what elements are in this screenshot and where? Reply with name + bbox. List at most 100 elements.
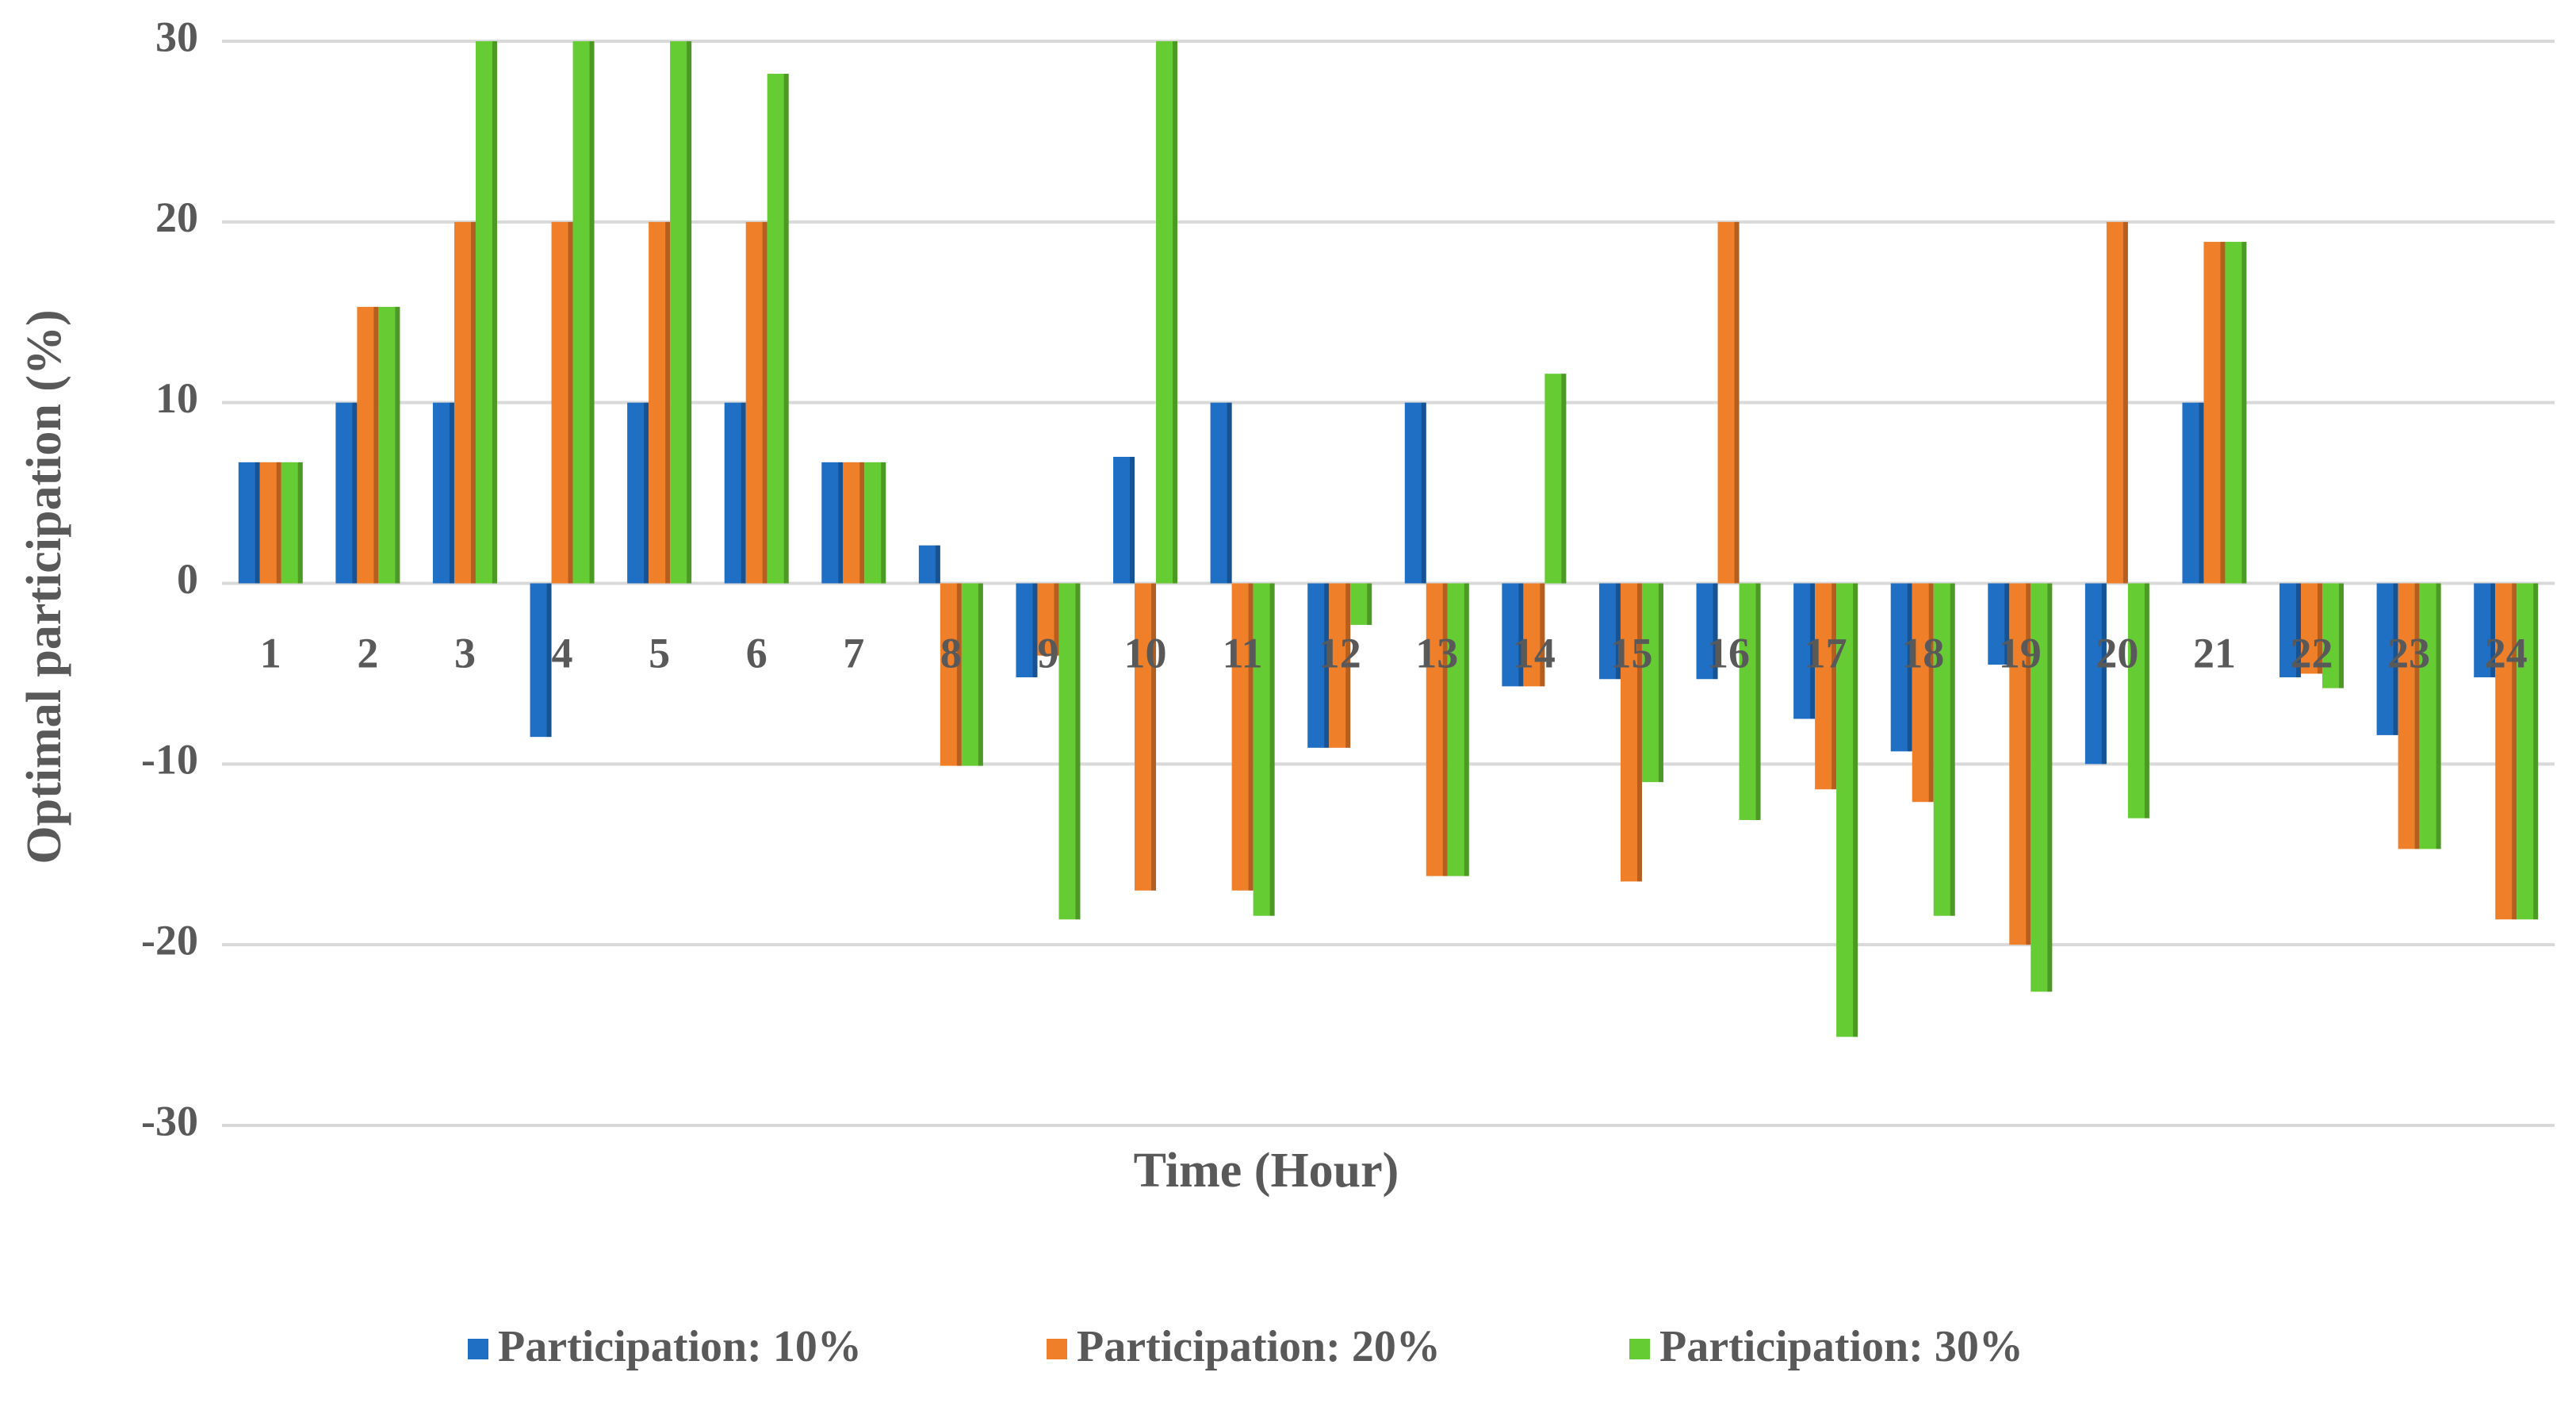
x-tick-label: 15	[1610, 629, 1652, 677]
bar	[1502, 583, 1524, 687]
bar	[454, 221, 476, 584]
bar-side	[1713, 583, 1718, 680]
bar-side	[1054, 583, 1059, 656]
x-tick-label: 12	[1319, 629, 1361, 677]
bar-side	[589, 41, 595, 584]
bar-side	[395, 306, 400, 584]
bar	[649, 221, 671, 584]
bar-side	[1540, 583, 1545, 687]
x-tick-label: 13	[1415, 629, 1458, 677]
bar-side	[1658, 583, 1663, 783]
bar-side	[2220, 241, 2226, 584]
bar	[843, 462, 865, 584]
bar	[2279, 583, 2302, 677]
bar	[961, 583, 983, 766]
x-tick-label: 24	[2485, 629, 2528, 677]
bar-side	[2241, 241, 2247, 584]
bar	[1988, 583, 2010, 665]
bar	[940, 583, 962, 766]
bar-side	[1324, 583, 1330, 748]
bar-side	[1032, 583, 1038, 677]
x-tick-label: 22	[2291, 629, 2333, 677]
bar	[1544, 374, 1567, 584]
bar-side	[470, 221, 476, 584]
bar-side	[1832, 583, 1837, 790]
bar	[1253, 583, 1275, 916]
x-tick-label: 18	[1901, 629, 1944, 677]
bar	[864, 462, 886, 584]
bar	[1696, 583, 1718, 680]
bar-side	[741, 402, 746, 584]
bar	[1426, 583, 1448, 876]
bar-side	[1248, 583, 1254, 891]
bar	[259, 462, 281, 584]
bar-side	[1734, 221, 1740, 584]
bar-side	[783, 74, 789, 584]
bar-side	[1269, 583, 1275, 916]
bar	[724, 402, 746, 584]
bar	[238, 462, 260, 584]
bar	[432, 402, 454, 584]
x-tick-label: 16	[1707, 629, 1750, 677]
bar-side	[297, 462, 303, 584]
bar	[2106, 221, 2128, 584]
bar	[378, 306, 400, 584]
bar-side	[644, 402, 649, 584]
bar	[670, 41, 692, 584]
bar	[1836, 583, 1858, 1037]
bar-side	[1950, 583, 1955, 916]
bar-side	[1464, 583, 1469, 876]
bar-side	[276, 462, 281, 584]
bar	[1933, 583, 1955, 916]
bar-side	[2004, 583, 2010, 665]
bar	[357, 306, 379, 584]
bar	[1641, 583, 1663, 783]
bar	[1447, 583, 1469, 876]
bar-side	[1075, 583, 1081, 920]
bar-side	[2318, 583, 2323, 674]
bar-side	[2199, 402, 2204, 584]
bar	[551, 221, 573, 584]
bar	[767, 74, 789, 584]
bar-side	[1853, 583, 1858, 1037]
bar-side	[1907, 583, 1912, 752]
bar-side	[546, 583, 552, 738]
bar	[335, 402, 358, 584]
bar	[1620, 583, 1642, 882]
bar-side	[881, 462, 886, 584]
x-tick-label: 14	[1513, 629, 1556, 677]
bar-side	[762, 221, 767, 584]
bar	[2301, 583, 2323, 674]
bar-side	[352, 402, 358, 584]
bar-side	[935, 545, 940, 584]
x-tick-label: 6	[746, 629, 767, 677]
bar	[2517, 583, 2539, 920]
bar	[2398, 583, 2420, 849]
bar	[1156, 41, 1178, 584]
bar-side	[1173, 41, 1178, 584]
bar	[2474, 583, 2496, 677]
bar-side	[2026, 583, 2031, 945]
bar	[1329, 583, 1351, 748]
bar-side	[1227, 402, 1232, 584]
bar	[1135, 583, 1157, 891]
bar-side	[2296, 583, 2302, 677]
bar	[1523, 583, 1545, 687]
bar	[1815, 583, 1837, 790]
bar	[1350, 583, 1372, 625]
bar-side	[978, 583, 983, 766]
bar-side	[838, 462, 844, 584]
bar-side	[956, 583, 962, 766]
bar-side	[1755, 583, 1761, 820]
x-tick-label: 1	[260, 629, 281, 677]
bar	[2322, 583, 2344, 688]
y-tick-label: -20	[141, 917, 198, 964]
x-tick-label: 9	[1037, 629, 1058, 677]
bar	[1404, 402, 1426, 584]
x-tick-label: 11	[1223, 629, 1263, 677]
bar-side	[1442, 583, 1448, 876]
bar	[745, 221, 767, 584]
legend-swatch	[468, 1339, 488, 1359]
x-tick-label: 3	[454, 629, 476, 677]
